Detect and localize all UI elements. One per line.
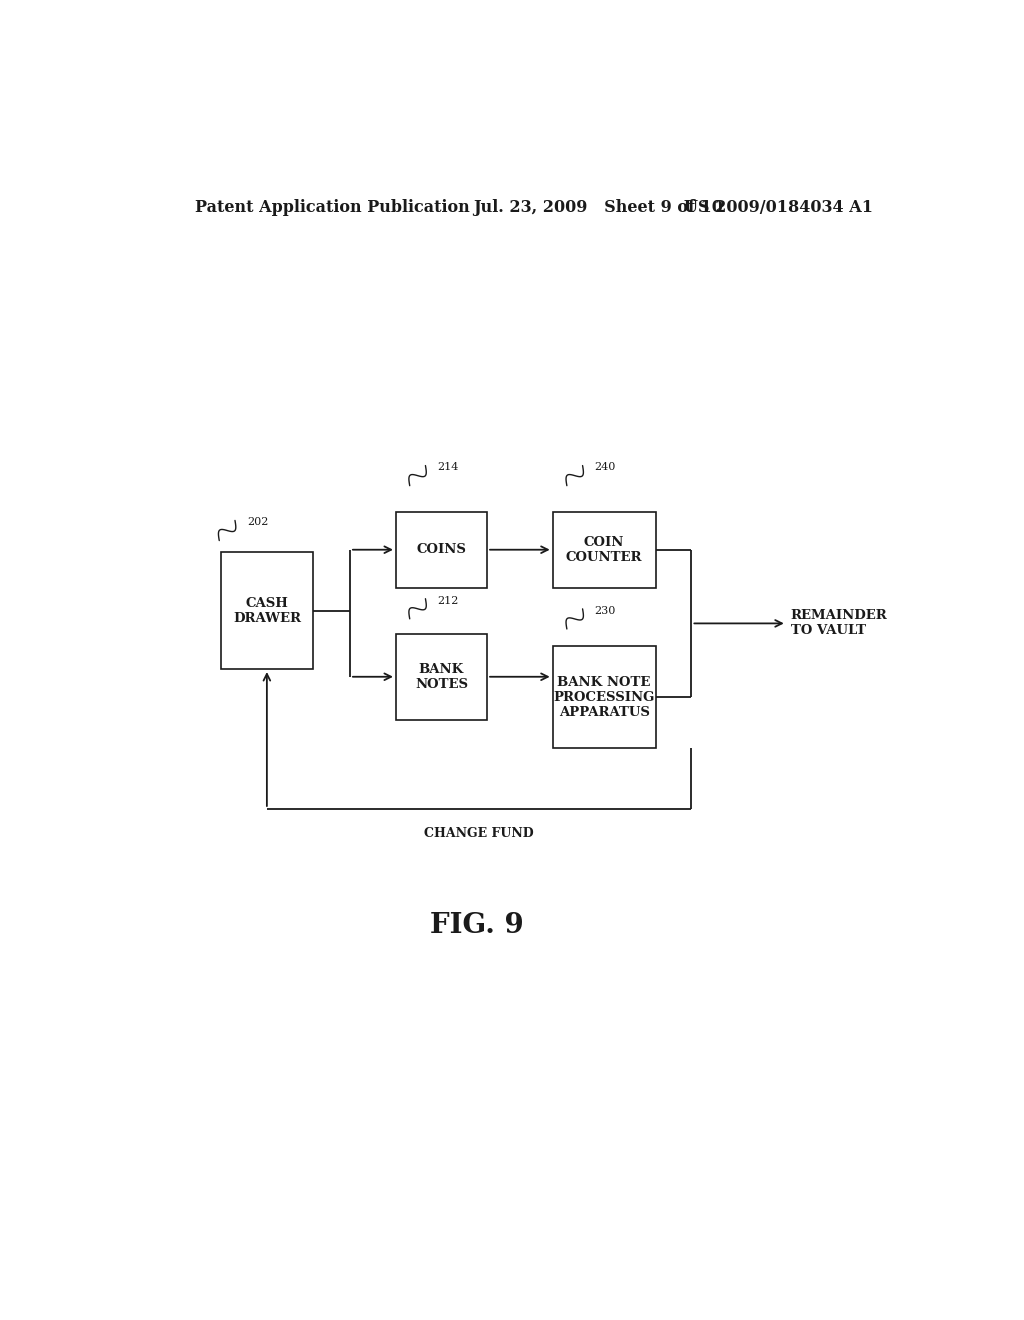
Text: BANK NOTE
PROCESSING
APPARATUS: BANK NOTE PROCESSING APPARATUS xyxy=(554,676,654,718)
Text: REMAINDER
TO VAULT: REMAINDER TO VAULT xyxy=(791,610,888,638)
Text: BANK
NOTES: BANK NOTES xyxy=(415,663,468,690)
Text: 214: 214 xyxy=(437,462,459,473)
Text: Patent Application Publication: Patent Application Publication xyxy=(196,199,470,215)
Text: 240: 240 xyxy=(595,462,616,473)
Text: COINS: COINS xyxy=(417,544,466,556)
Text: US 2009/0184034 A1: US 2009/0184034 A1 xyxy=(684,199,872,215)
Text: FIG. 9: FIG. 9 xyxy=(430,912,524,940)
Text: CASH
DRAWER: CASH DRAWER xyxy=(232,597,301,624)
Text: 202: 202 xyxy=(247,517,268,527)
Text: COIN
COUNTER: COIN COUNTER xyxy=(566,536,642,564)
Text: 212: 212 xyxy=(437,595,459,606)
FancyBboxPatch shape xyxy=(396,634,487,719)
FancyBboxPatch shape xyxy=(553,512,655,587)
Text: 230: 230 xyxy=(595,606,616,615)
Text: CHANGE FUND: CHANGE FUND xyxy=(424,828,534,841)
FancyBboxPatch shape xyxy=(221,552,312,669)
FancyBboxPatch shape xyxy=(396,512,487,587)
Text: Jul. 23, 2009   Sheet 9 of 10: Jul. 23, 2009 Sheet 9 of 10 xyxy=(473,199,723,215)
FancyBboxPatch shape xyxy=(553,647,655,748)
